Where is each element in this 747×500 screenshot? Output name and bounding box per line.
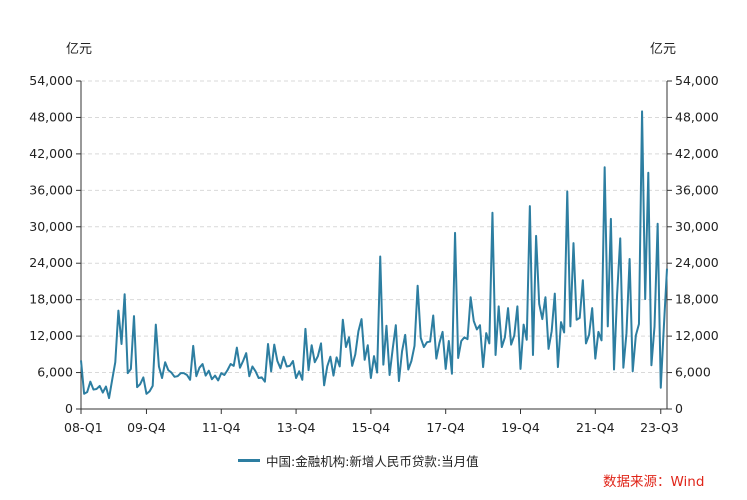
x-tick-label: 17-Q4 bbox=[426, 420, 465, 435]
legend: 中国:金融机构:新增人民币贷款:当月值 bbox=[238, 451, 479, 470]
x-tick-label: 19-Q4 bbox=[501, 420, 540, 435]
gridlines bbox=[81, 81, 667, 373]
x-tick-label: 23-Q3 bbox=[640, 420, 679, 435]
y-tick-label-right: 0 bbox=[675, 401, 683, 416]
x-tick-label: 09-Q4 bbox=[127, 420, 166, 435]
y-tick-label-left: 0 bbox=[65, 401, 73, 416]
x-tick-label: 08-Q1 bbox=[64, 420, 103, 435]
x-tick-label: 15-Q4 bbox=[352, 420, 391, 435]
y-tick-label-right: 36,000 bbox=[675, 182, 719, 197]
y-tick-label-right: 6,000 bbox=[675, 365, 711, 380]
y-tick-label-left: 6,000 bbox=[37, 365, 73, 380]
legend-label: 中国:金融机构:新增人民币贷款:当月值 bbox=[266, 451, 479, 470]
legend-line-swatch bbox=[238, 459, 260, 462]
x-tick-label: 11-Q4 bbox=[202, 420, 241, 435]
y-tick-label-right: 54,000 bbox=[675, 73, 719, 88]
tick-labels: 0 0 6,000 6,000 12,000 12,000 18,000 18,000 24,0… bbox=[29, 73, 719, 435]
y-tick-label-left: 54,000 bbox=[29, 73, 73, 88]
y-tick-label-left: 42,000 bbox=[29, 146, 73, 161]
y-tick-label-right: 12,000 bbox=[675, 328, 719, 343]
y-tick-label-left: 12,000 bbox=[29, 328, 73, 343]
y-tick-label-right: 42,000 bbox=[675, 146, 719, 161]
source-note: 数据来源：Wind bbox=[603, 470, 704, 490]
y-tick-label-left: 36,000 bbox=[29, 182, 73, 197]
y-tick-label-left: 48,000 bbox=[29, 109, 73, 124]
y-tick-label-right: 48,000 bbox=[675, 109, 719, 124]
x-tick-label: 21-Q4 bbox=[576, 420, 615, 435]
y-tick-label-right: 18,000 bbox=[675, 292, 719, 307]
y-tick-label-right: 30,000 bbox=[675, 219, 719, 234]
y-tick-label-left: 30,000 bbox=[29, 219, 73, 234]
y-tick-label-left: 18,000 bbox=[29, 292, 73, 307]
y-tick-label-right: 24,000 bbox=[675, 255, 719, 270]
y-unit-right: 亿元 bbox=[650, 38, 676, 57]
y-tick-label-left: 24,000 bbox=[29, 255, 73, 270]
y-unit-left: 亿元 bbox=[66, 38, 92, 57]
x-tick-label: 13-Q4 bbox=[277, 420, 316, 435]
